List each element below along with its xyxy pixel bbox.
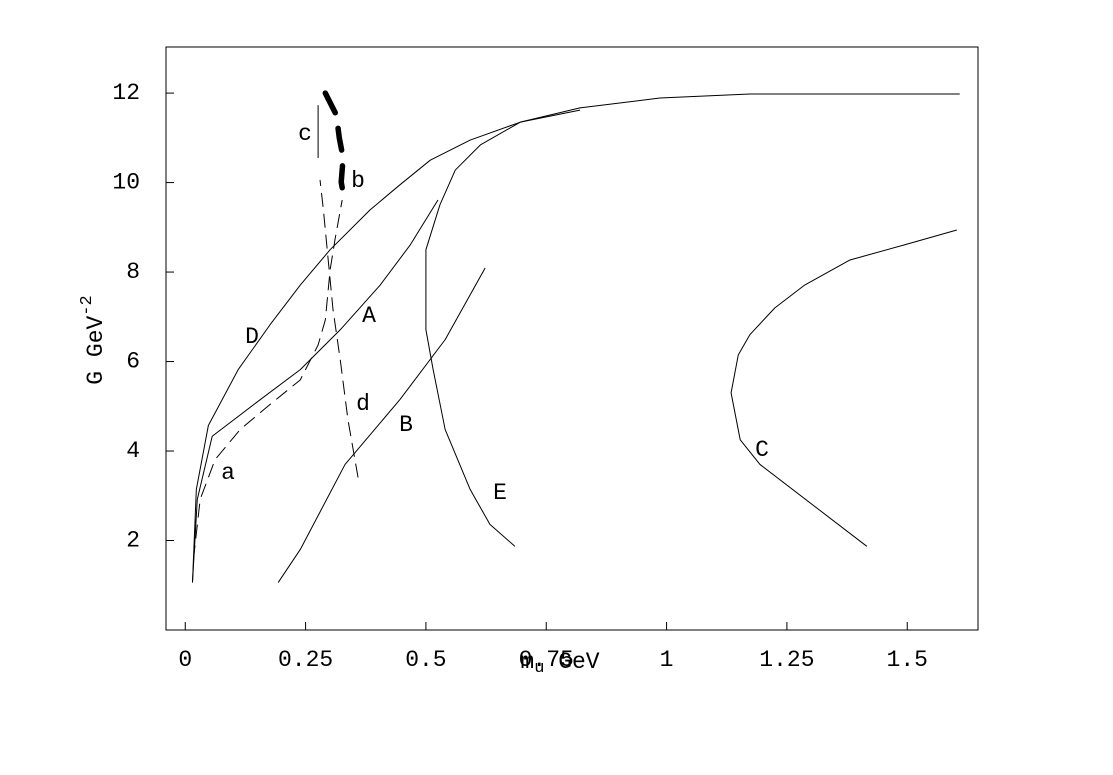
curve <box>277 267 486 583</box>
curve <box>319 179 359 478</box>
x-tick-label: 1 <box>660 647 674 673</box>
y-tick-label: 12 <box>112 80 140 106</box>
y-tick-label: 8 <box>126 259 140 285</box>
x-tick-label: 0.75 <box>519 647 574 673</box>
x-tick-label: 1.25 <box>759 647 814 673</box>
plot-frame <box>165 46 979 631</box>
curve <box>191 93 960 583</box>
curve <box>322 90 346 196</box>
x-tick-label: 1.5 <box>887 647 928 673</box>
curve-label: a <box>221 460 235 486</box>
curve-label: b <box>351 168 365 194</box>
curve-label: B <box>399 412 413 438</box>
x-tick-label: 0.25 <box>278 647 333 673</box>
curve <box>425 109 581 547</box>
y-tick-label: 4 <box>126 438 140 464</box>
x-tick-label: 0.5 <box>405 647 446 673</box>
curve-label: C <box>755 437 769 463</box>
curve <box>191 199 439 583</box>
x-tick-label: 0 <box>178 647 192 673</box>
curve-label: D <box>245 324 259 350</box>
y-tick-label: 10 <box>112 170 140 196</box>
y-tick-label: 2 <box>126 528 140 554</box>
curve <box>730 229 957 547</box>
curve-label: d <box>356 391 370 417</box>
x-axis-label: mu GeV <box>520 649 599 678</box>
curve <box>192 199 343 560</box>
curve-label: c <box>298 121 312 147</box>
y-tick-label: 6 <box>126 349 140 375</box>
curve-label: E <box>493 480 507 506</box>
y-axis-label: G GeV-2 <box>78 295 109 384</box>
curve-label: A <box>362 303 376 329</box>
